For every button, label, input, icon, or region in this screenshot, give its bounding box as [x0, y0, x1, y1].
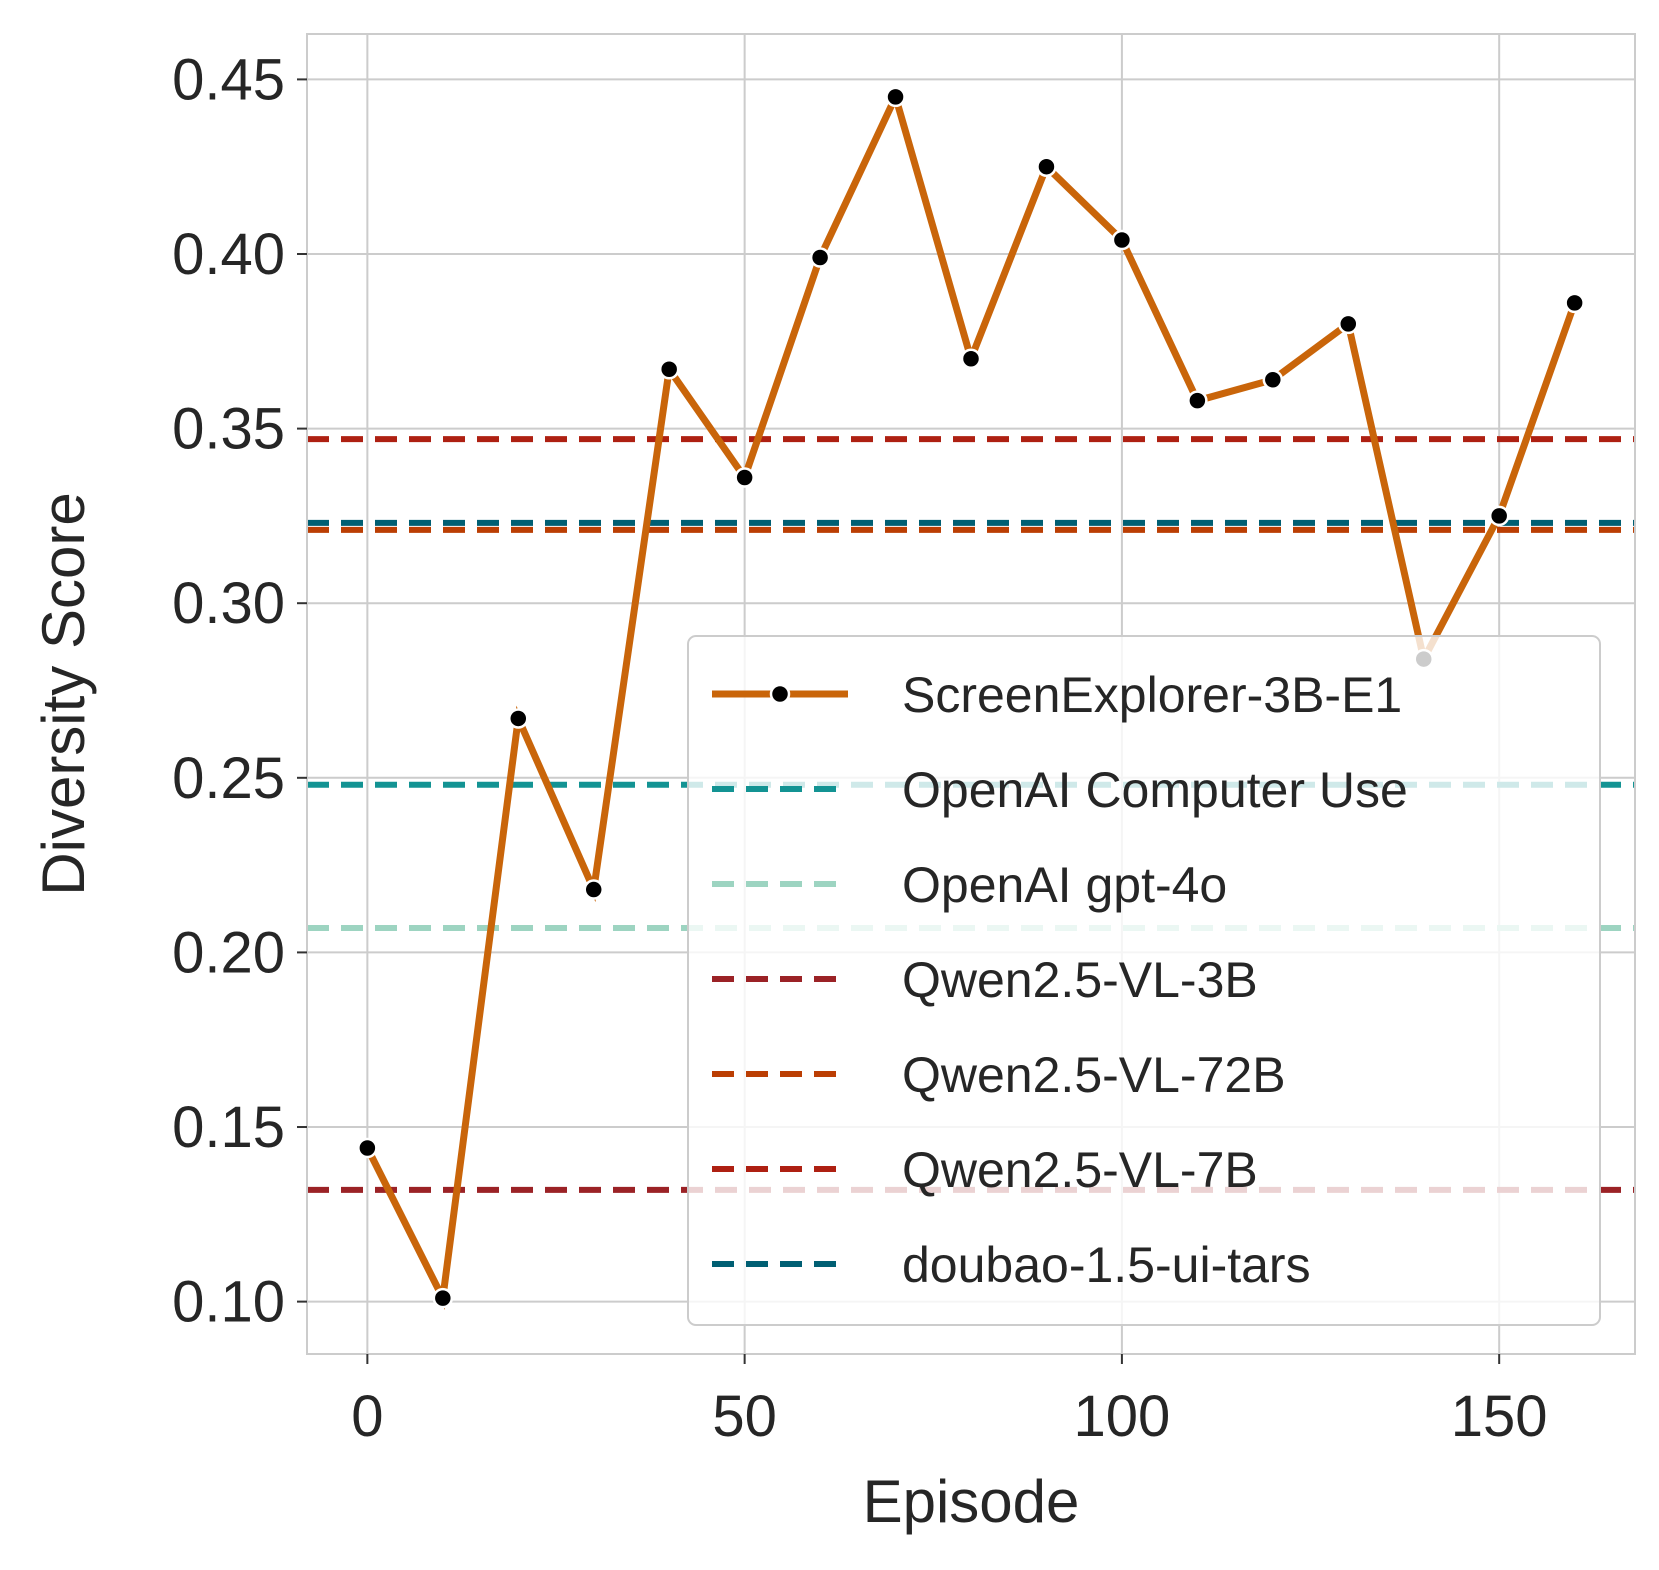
data-point — [1036, 156, 1057, 177]
legend-label: doubao-1.5-ui-tars — [902, 1237, 1311, 1293]
legend-label: OpenAI Computer Use — [902, 762, 1408, 818]
data-point — [357, 1137, 378, 1159]
y-tick-label: 0.40 — [172, 222, 285, 287]
legend-item[interactable]: OpenAI Computer Use — [712, 762, 1408, 818]
data-point — [1564, 292, 1585, 314]
series-layer — [357, 86, 1585, 1310]
data-point — [809, 247, 831, 268]
y-tick-label: 0.25 — [172, 746, 285, 811]
x-tick-label: 100 — [1074, 1384, 1171, 1449]
y-tick-label: 0.45 — [172, 47, 285, 112]
x-axis-label: Episode — [863, 1468, 1080, 1535]
data-point — [432, 1287, 454, 1309]
legend-label: ScreenExplorer-3B-E1 — [902, 667, 1402, 723]
legend[interactable]: ScreenExplorer-3B-E1 OpenAI Computer Use O… — [687, 635, 1601, 1326]
y-tick-label: 0.10 — [172, 1270, 285, 1335]
data-point — [1338, 313, 1359, 335]
y-tick-label: 0.20 — [172, 920, 285, 985]
legend-item[interactable]: OpenAI gpt-4o — [712, 857, 1227, 913]
legend-label: Qwen2.5-VL-3B — [902, 952, 1258, 1008]
legend-label: Qwen2.5-VL-72B — [902, 1047, 1286, 1103]
y-axis-label: Diversity Score — [30, 492, 97, 895]
legend-marker-swatch — [769, 683, 791, 705]
plot-frame — [306, 33, 1636, 1355]
data-point — [1488, 505, 1510, 527]
data-point — [658, 358, 680, 380]
legend-label: OpenAI gpt-4o — [902, 857, 1227, 913]
legend-item[interactable]: Qwen2.5-VL-3B — [712, 952, 1258, 1008]
y-tick-label: 0.35 — [172, 397, 285, 462]
data-point — [1262, 369, 1284, 390]
data-point — [583, 879, 604, 900]
x-tick-labels: 0 50 100 150 — [351, 1354, 1548, 1449]
data-point — [508, 708, 529, 729]
data-point — [960, 348, 982, 370]
data-point — [1187, 390, 1208, 411]
data-point — [1111, 229, 1133, 251]
legend-item[interactable]: Qwen2.5-VL-7B — [712, 1142, 1258, 1198]
legend-item[interactable]: Qwen2.5-VL-72B — [712, 1047, 1286, 1103]
x-tick-label: 150 — [1451, 1384, 1548, 1449]
legend-label: Qwen2.5-VL-7B — [902, 1142, 1258, 1198]
data-point — [734, 467, 755, 488]
x-tick-label: 50 — [712, 1384, 777, 1449]
y-tick-labels: 0.10 0.15 0.20 0.25 0.30 0.35 0.40 0.45 — [172, 47, 307, 1335]
data-point — [885, 86, 906, 108]
y-tick-label: 0.30 — [172, 571, 285, 636]
legend-box — [687, 635, 1601, 1326]
x-tick-label: 0 — [351, 1384, 383, 1449]
legend-item[interactable]: ScreenExplorer-3B-E1 — [712, 667, 1402, 723]
legend-item[interactable]: doubao-1.5-ui-tars — [712, 1237, 1311, 1293]
y-tick-label: 0.15 — [172, 1095, 285, 1160]
